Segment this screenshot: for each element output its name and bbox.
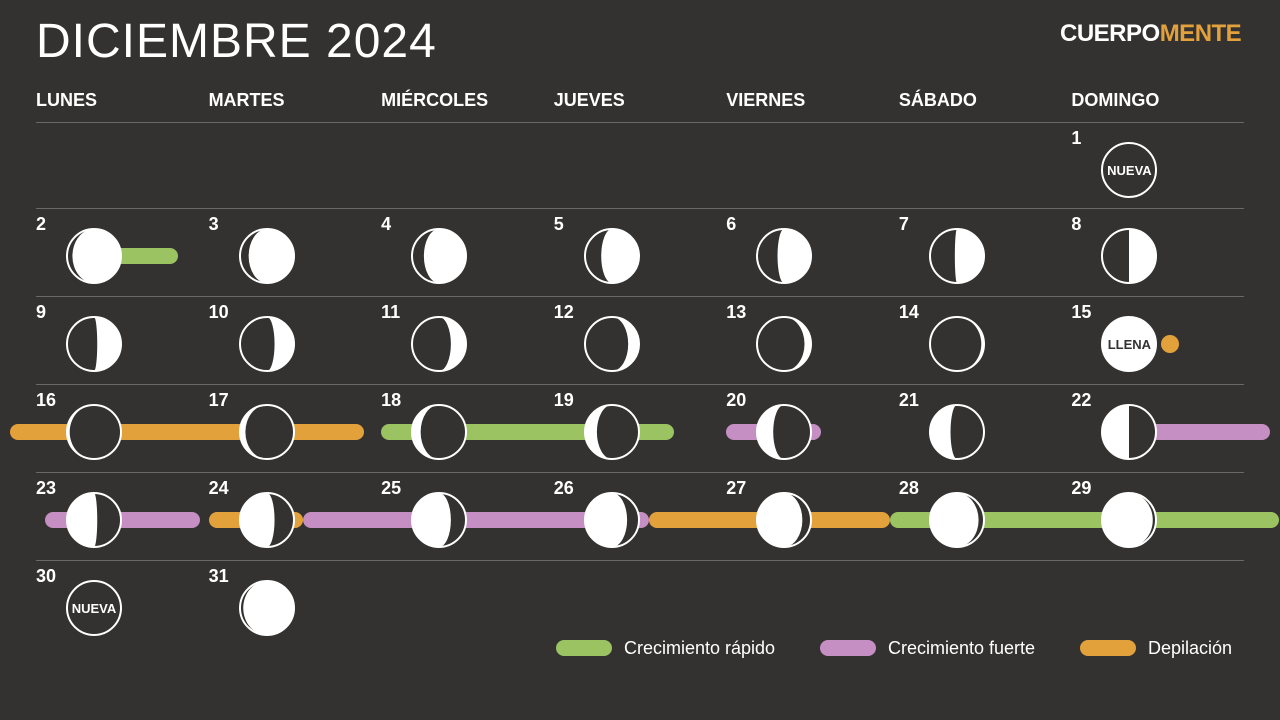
day-number: 7 [899, 214, 909, 235]
legend-label: Depilación [1148, 638, 1232, 659]
row-separator [36, 122, 1244, 123]
legend-label: Crecimiento fuerte [888, 638, 1035, 659]
day-number: 27 [726, 478, 746, 499]
row-separator [36, 208, 1244, 209]
moon-phase-icon [584, 404, 640, 465]
row-separator [36, 384, 1244, 385]
moon-phase-icon [584, 492, 640, 553]
day-number: 23 [36, 478, 56, 499]
legend-label: Crecimiento rápido [624, 638, 775, 659]
moon-phase-icon [239, 228, 295, 289]
moon-phase-label: NUEVA [1101, 163, 1157, 178]
day-header: VIERNES [726, 90, 805, 111]
moon-phase-icon [411, 492, 467, 553]
day-number: 31 [209, 566, 229, 587]
day-number: 16 [36, 390, 56, 411]
moon-phase-icon [929, 316, 985, 377]
day-number: 29 [1071, 478, 1091, 499]
moon-phase-icon [66, 492, 122, 553]
day-number: 1 [1071, 128, 1081, 149]
day-header: JUEVES [554, 90, 625, 111]
moon-phase-icon [239, 316, 295, 377]
moon-phase-label: NUEVA [66, 601, 122, 616]
moon-phase-icon [411, 404, 467, 465]
moon-phase-icon [411, 228, 467, 289]
moon-phase-icon [239, 404, 295, 465]
day-number: 14 [899, 302, 919, 323]
day-number: 26 [554, 478, 574, 499]
moon-phase-icon [584, 316, 640, 377]
day-number: 9 [36, 302, 46, 323]
day-number: 8 [1071, 214, 1081, 235]
day-number: 21 [899, 390, 919, 411]
legend-swatch [556, 640, 612, 656]
page-title: DICIEMBRE 2024 [36, 14, 437, 69]
day-number: 17 [209, 390, 229, 411]
moon-phase-icon [1101, 404, 1157, 465]
day-number: 25 [381, 478, 401, 499]
full-moon-marker [1161, 335, 1179, 353]
legend-swatch [820, 640, 876, 656]
day-number: 24 [209, 478, 229, 499]
moon-phase-icon [239, 492, 295, 553]
day-number: 12 [554, 302, 574, 323]
day-header: SÁBADO [899, 90, 977, 111]
brand-part1: CUERPO [1060, 20, 1160, 47]
day-number: 5 [554, 214, 564, 235]
day-number: 22 [1071, 390, 1091, 411]
moon-phase-icon [584, 228, 640, 289]
day-number: 10 [209, 302, 229, 323]
moon-phase-label: LLENA [1101, 337, 1157, 352]
brand-logo: CUERPOMENTE [1060, 20, 1241, 48]
moon-phase-icon [929, 492, 985, 553]
moon-phase-icon [1101, 228, 1157, 289]
moon-phase-icon [1101, 492, 1157, 553]
day-number: 20 [726, 390, 746, 411]
moon-phase-icon [66, 316, 122, 377]
moon-phase-icon [756, 228, 812, 289]
day-header: DOMINGO [1071, 90, 1159, 111]
moon-phase-icon [239, 580, 295, 641]
day-number: 19 [554, 390, 574, 411]
row-separator [36, 560, 1244, 561]
day-number: 30 [36, 566, 56, 587]
brand-part2: MENTE [1160, 20, 1242, 47]
day-number: 4 [381, 214, 391, 235]
moon-phase-icon [929, 404, 985, 465]
row-separator [36, 296, 1244, 297]
day-header: LUNES [36, 90, 97, 111]
moon-phase-icon [756, 492, 812, 553]
legend-swatch [1080, 640, 1136, 656]
day-header: MARTES [209, 90, 285, 111]
day-number: 28 [899, 478, 919, 499]
moon-phase-icon [929, 228, 985, 289]
moon-phase-icon [411, 316, 467, 377]
day-number: 11 [381, 302, 400, 323]
activity-bar [10, 424, 364, 440]
moon-phase-icon [756, 404, 812, 465]
day-number: 2 [36, 214, 46, 235]
day-number: 18 [381, 390, 401, 411]
day-header: MIÉRCOLES [381, 90, 488, 111]
day-number: 6 [726, 214, 736, 235]
row-separator [36, 472, 1244, 473]
day-number: 13 [726, 302, 746, 323]
day-number: 3 [209, 214, 219, 235]
day-number: 15 [1071, 302, 1091, 323]
lunar-calendar: DICIEMBRE 2024 CUERPOMENTE LUNES MARTES MI… [0, 0, 1280, 720]
moon-phase-icon [756, 316, 812, 377]
moon-phase-icon [66, 228, 122, 289]
moon-phase-icon [66, 404, 122, 465]
